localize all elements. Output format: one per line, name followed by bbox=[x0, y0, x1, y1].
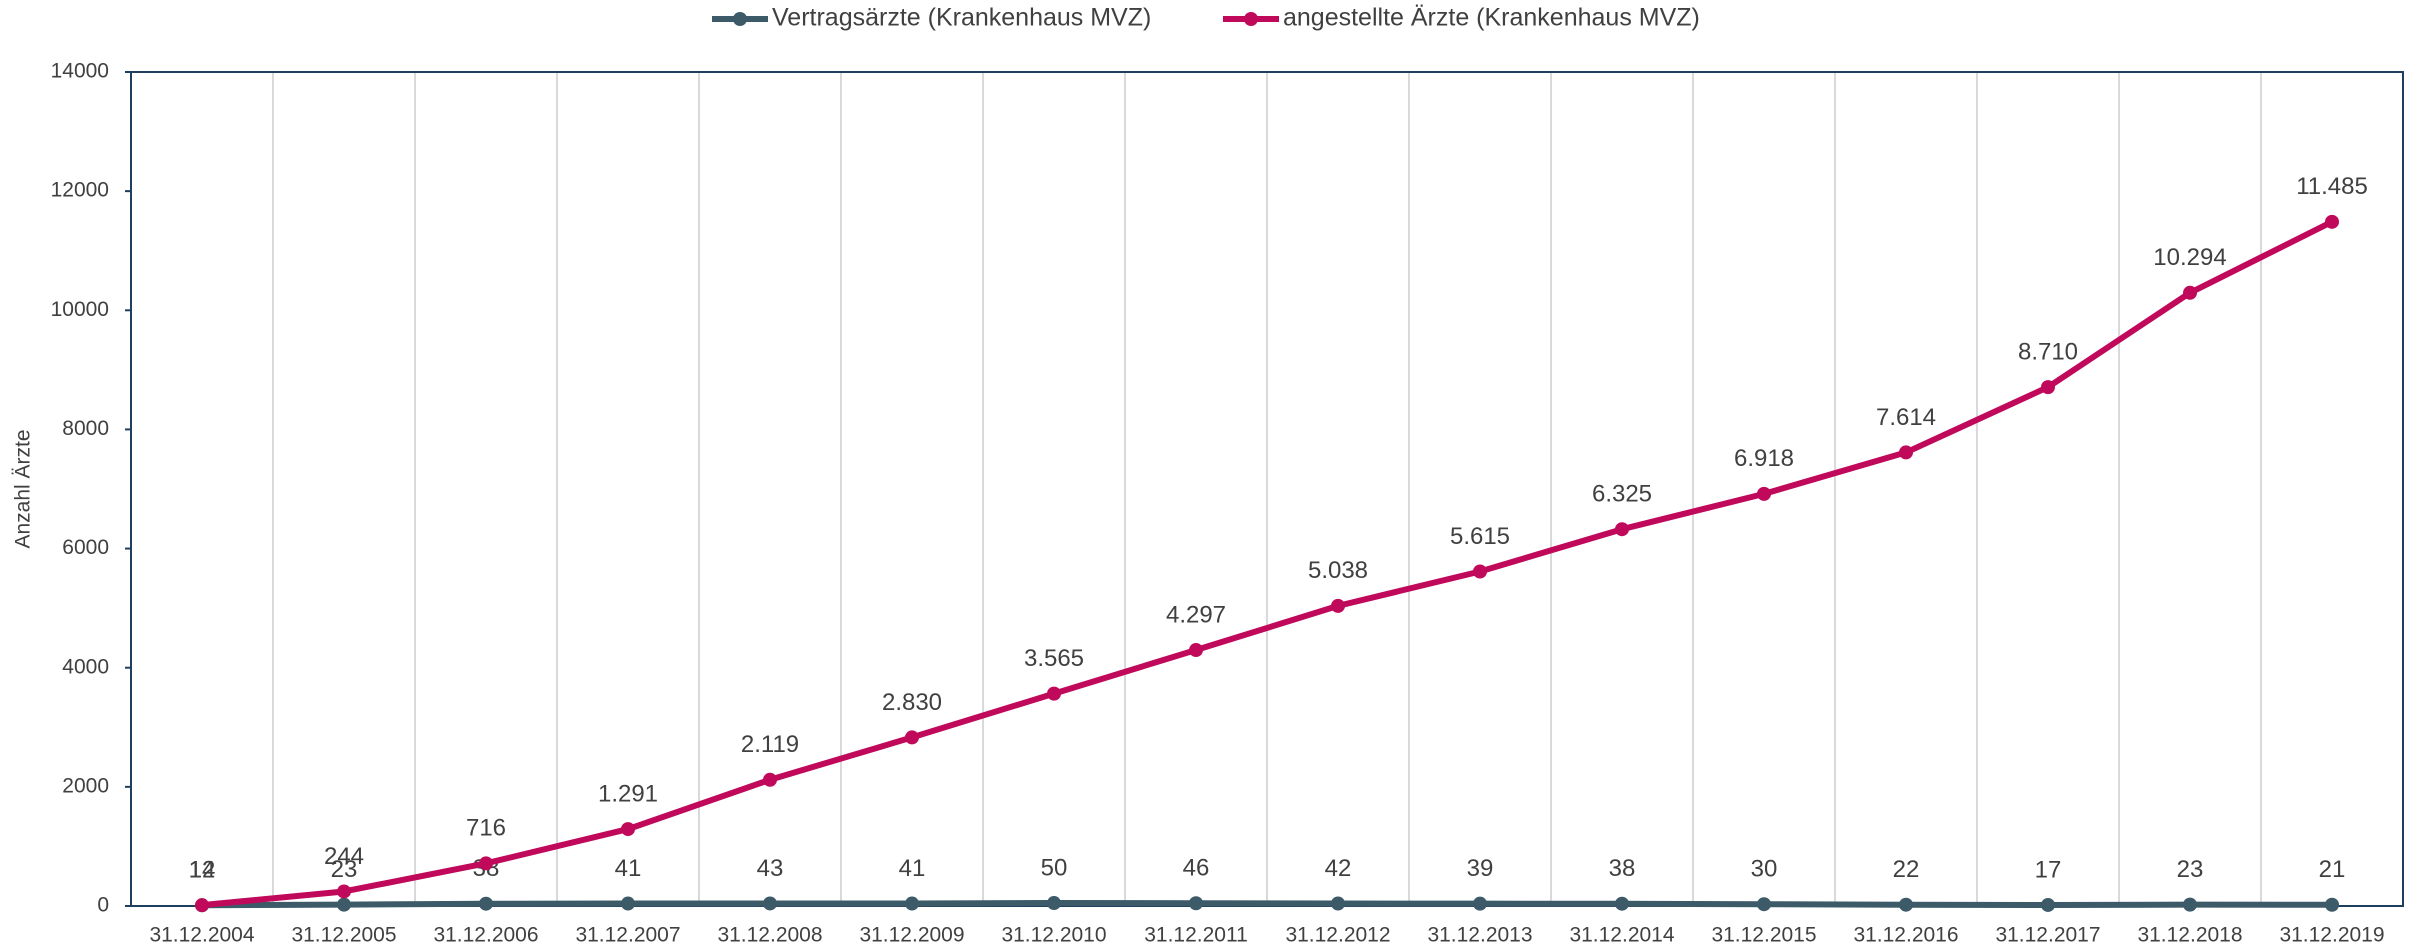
y-tick-label: 6000 bbox=[62, 536, 109, 559]
data-label: 716 bbox=[466, 815, 506, 842]
data-label: 23 bbox=[2177, 856, 2204, 883]
point bbox=[337, 897, 351, 912]
data-label: 22 bbox=[1893, 856, 1920, 883]
legend-label: Vertragsärzte (Krankenhaus MVZ) bbox=[772, 4, 1151, 32]
x-tick-label: 31.12.2017 bbox=[1995, 924, 2100, 947]
data-label: 4.297 bbox=[1166, 601, 1226, 628]
x-tick-label: 31.12.2010 bbox=[1001, 924, 1106, 947]
data-label: 14 bbox=[189, 857, 216, 884]
data-label: 41 bbox=[899, 855, 926, 882]
data-label: 5.038 bbox=[1308, 557, 1368, 584]
point bbox=[1757, 486, 1771, 501]
data-label: 30 bbox=[1751, 856, 1778, 883]
data-label: 39 bbox=[1467, 855, 1494, 882]
data-label: 8.710 bbox=[2018, 338, 2078, 365]
point bbox=[479, 856, 493, 871]
data-label: 2.119 bbox=[741, 731, 799, 758]
series-line bbox=[201, 900, 2333, 909]
y-axis-label: Anzahl Ärzte bbox=[12, 429, 35, 548]
point bbox=[195, 898, 209, 913]
point bbox=[905, 896, 919, 911]
y-tick-label: 0 bbox=[97, 894, 109, 917]
data-label: 17 bbox=[2035, 856, 2062, 883]
point bbox=[1615, 522, 1629, 537]
x-tick-label: 31.12.2007 bbox=[575, 924, 680, 947]
data-label: 42 bbox=[1325, 855, 1352, 882]
data-label: 38 bbox=[1609, 855, 1636, 882]
point bbox=[2325, 897, 2339, 912]
legend-marker bbox=[1244, 12, 1258, 26]
y-tick-label: 12000 bbox=[51, 179, 109, 202]
data-label: 10.294 bbox=[2153, 244, 2226, 271]
data-label: 6.325 bbox=[1592, 481, 1652, 508]
x-tick-label: 31.12.2019 bbox=[2279, 924, 2384, 947]
x-tick-label: 31.12.2013 bbox=[1427, 924, 1532, 947]
point bbox=[2183, 897, 2197, 912]
point bbox=[1615, 896, 1629, 911]
point bbox=[1047, 896, 1061, 911]
series-line bbox=[201, 219, 2334, 909]
point bbox=[1047, 686, 1061, 701]
point bbox=[1331, 598, 1345, 613]
legend-marker bbox=[733, 12, 747, 26]
point bbox=[1899, 445, 1913, 460]
x-tick-label: 31.12.2012 bbox=[1285, 924, 1390, 947]
x-tick-label: 31.12.2014 bbox=[1569, 924, 1674, 947]
point bbox=[1189, 643, 1203, 658]
y-tick-label: 4000 bbox=[62, 655, 109, 678]
point bbox=[621, 822, 635, 837]
data-label: 244 bbox=[324, 843, 364, 870]
data-label: 3.565 bbox=[1024, 645, 1084, 672]
data-label: 5.615 bbox=[1450, 523, 1510, 550]
x-tick-label: 31.12.2011 bbox=[1144, 924, 1248, 947]
y-tick-label: 8000 bbox=[62, 417, 109, 440]
x-tick-label: 31.12.2008 bbox=[717, 924, 822, 947]
data-label: 12 bbox=[189, 857, 216, 884]
x-tick-label: 31.12.2004 bbox=[149, 924, 254, 947]
y-tick-label: 2000 bbox=[62, 774, 109, 797]
point bbox=[2325, 214, 2339, 229]
data-label: 6.918 bbox=[1734, 445, 1794, 472]
point bbox=[1757, 897, 1771, 912]
legend-label: angestellte Ärzte (Krankenhaus MVZ) bbox=[1283, 4, 1700, 32]
point bbox=[2041, 380, 2055, 395]
x-tick-label: 31.12.2018 bbox=[2137, 924, 2242, 947]
data-label: 41 bbox=[615, 855, 642, 882]
data-label: 21 bbox=[2319, 856, 2346, 883]
data-label: 43 bbox=[757, 855, 784, 882]
data-label: 11.485 bbox=[2296, 173, 2368, 200]
data-label: 23 bbox=[331, 856, 358, 883]
x-tick-label: 31.12.2015 bbox=[1711, 924, 1816, 947]
x-tick-label: 31.12.2006 bbox=[433, 924, 538, 947]
y-tick-label: 14000 bbox=[51, 60, 109, 83]
data-label: 50 bbox=[1041, 854, 1068, 881]
point bbox=[2041, 897, 2055, 912]
point bbox=[1899, 897, 1913, 912]
x-tick-label: 31.12.2005 bbox=[291, 924, 396, 947]
point bbox=[905, 730, 919, 745]
point bbox=[1473, 896, 1487, 911]
point bbox=[621, 896, 635, 911]
x-tick-label: 31.12.2016 bbox=[1853, 924, 1958, 947]
x-tick-label: 31.12.2009 bbox=[859, 924, 964, 947]
y-tick-label: 10000 bbox=[51, 298, 109, 321]
point bbox=[479, 896, 493, 911]
data-label: 46 bbox=[1183, 855, 1210, 882]
data-label: 7.614 bbox=[1876, 404, 1936, 431]
point bbox=[763, 772, 777, 787]
point bbox=[1331, 896, 1345, 911]
data-label: 1.291 bbox=[598, 780, 658, 807]
point bbox=[337, 884, 351, 899]
point bbox=[1473, 564, 1487, 579]
data-label: 2.830 bbox=[882, 689, 942, 716]
point bbox=[763, 896, 777, 911]
point bbox=[1189, 896, 1203, 911]
point bbox=[2183, 285, 2197, 300]
